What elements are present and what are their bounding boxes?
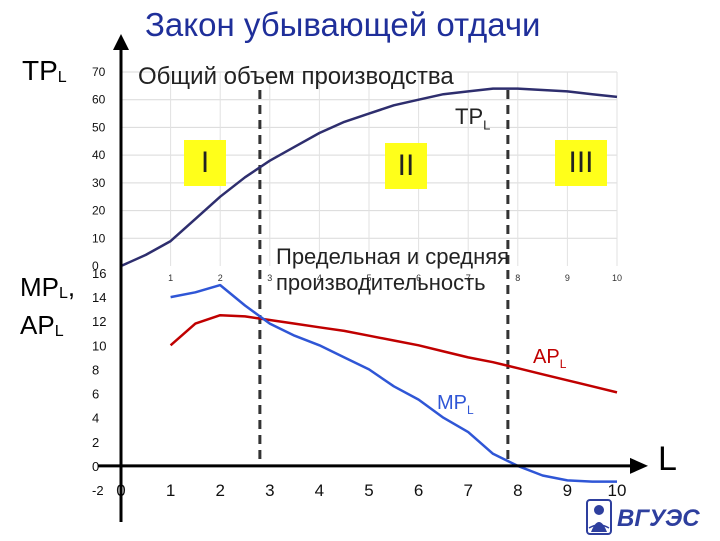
ap-series-label-main: AP <box>533 346 560 368</box>
bottom-caption-line1: Предельная и средняя <box>276 244 510 269</box>
mp-series-label-sub: L <box>467 403 474 417</box>
top-y-tick-label: 40 <box>92 148 106 162</box>
bottom-caption-line2: производительность <box>276 270 486 295</box>
zone-dividers <box>258 90 510 466</box>
bottom-x-tick-label: 4 <box>315 481 324 500</box>
top-y-tick-label: 0 <box>92 259 99 273</box>
chart-axes <box>98 34 648 522</box>
bottom-x-tick-label: 7 <box>463 481 472 500</box>
mp-series-line <box>170 283 617 483</box>
bottom-y-tick-label: 0 <box>92 459 99 474</box>
slide-title: Закон убывающей отдачи <box>145 6 541 43</box>
top-y-tick-label: 30 <box>92 176 106 190</box>
top-x-tick-label: 2 <box>218 273 223 283</box>
bottom-x-tick-label: 5 <box>364 481 373 500</box>
tp-axis-label: TPL <box>22 55 67 87</box>
x-axis-arrow-icon <box>630 457 648 474</box>
y-axis-arrow-icon <box>113 34 129 50</box>
top-chart-y-ticks: 0 10 20 30 40 50 60 70 <box>92 65 106 273</box>
bottom-y-tick-label: 8 <box>92 362 99 377</box>
mp-axis-label-main: MP <box>20 272 59 302</box>
bottom-x-tick-label: 9 <box>563 481 572 500</box>
bottom-x-tick-label: 8 <box>513 481 522 500</box>
top-x-tick-label: 6 <box>416 273 421 283</box>
top-y-tick-label: 50 <box>92 120 106 134</box>
top-chart-x-ticks: 1 2 3 4 5 6 7 8 9 10 <box>168 273 622 283</box>
bottom-x-tick-label: 6 <box>414 481 423 500</box>
tp-axis-label-sub: L <box>57 69 67 86</box>
tp-series-label-main: TP <box>455 104 484 129</box>
zone-iii-badge: III <box>555 140 607 186</box>
tp-series-label-sub: L <box>483 117 491 133</box>
ap-axis-label-sub: L <box>54 323 64 340</box>
top-x-tick-label: 10 <box>612 273 622 283</box>
ap-axis-label: APL <box>20 310 64 341</box>
zone-i-badge: I <box>184 140 226 186</box>
bottom-y-tick-label: 10 <box>92 338 106 353</box>
top-caption: Общий объем производства <box>138 63 454 90</box>
top-x-tick-label: 1 <box>168 273 173 283</box>
tp-series-label: TPL <box>455 104 490 138</box>
ap-series-label: APL <box>533 344 566 377</box>
bottom-caption: Предельная и средняя производительность <box>276 244 509 296</box>
chart-series <box>120 87 618 483</box>
bottom-x-tick-label: 3 <box>265 481 274 500</box>
university-logo: ВГУЭС <box>585 498 705 536</box>
top-y-tick-label: 60 <box>92 93 106 107</box>
mp-axis-label-sub: L <box>59 285 68 302</box>
tp-series-line <box>120 87 618 268</box>
ap-series-line <box>169 313 618 394</box>
top-y-tick-label: 10 <box>92 231 106 245</box>
mp-series-label-main: MP <box>437 392 467 414</box>
bottom-y-tick-label: 6 <box>92 387 99 402</box>
bottom-x-tick-label: 2 <box>215 481 224 500</box>
bottom-y-tick-label: 14 <box>92 290 106 305</box>
ap-series-label-sub: L <box>559 357 567 371</box>
bottom-chart-y-ticks: -2 0 2 4 6 8 10 12 14 16 <box>92 266 106 498</box>
top-y-tick-label: 70 <box>92 65 106 79</box>
mp-axis-label: MPL, <box>20 272 75 303</box>
top-y-tick-label: 20 <box>92 204 106 218</box>
top-x-tick-label: 3 <box>267 273 272 283</box>
top-x-tick-label: 5 <box>366 273 371 283</box>
bottom-x-tick-label: 10 <box>608 481 627 500</box>
ap-axis-label-main: AP <box>20 310 55 340</box>
top-x-tick-label: 4 <box>317 273 322 283</box>
bottom-y-tick-label: 4 <box>92 411 99 426</box>
zone-ii-badge: II <box>385 143 427 189</box>
tp-axis-label-main: TP <box>22 55 58 86</box>
mp-axis-label-comma: , <box>67 272 76 302</box>
logo-wordmark: ВГУЭС <box>617 505 700 532</box>
bottom-y-tick-label: 12 <box>92 314 106 329</box>
bottom-y-tick-label: 16 <box>92 266 106 281</box>
bottom-y-tick-label: -2 <box>92 483 104 498</box>
top-x-tick-label: 8 <box>515 273 520 283</box>
x-axis-label: L <box>658 440 677 478</box>
bottom-y-tick-label: 2 <box>92 435 99 450</box>
top-x-tick-label: 9 <box>565 273 570 283</box>
bottom-x-tick-label: 1 <box>166 481 175 500</box>
top-x-tick-label: 7 <box>466 273 471 283</box>
mp-series-label: MPL <box>437 390 474 423</box>
logo-emblem-icon: ВГУЭС <box>586 499 700 535</box>
